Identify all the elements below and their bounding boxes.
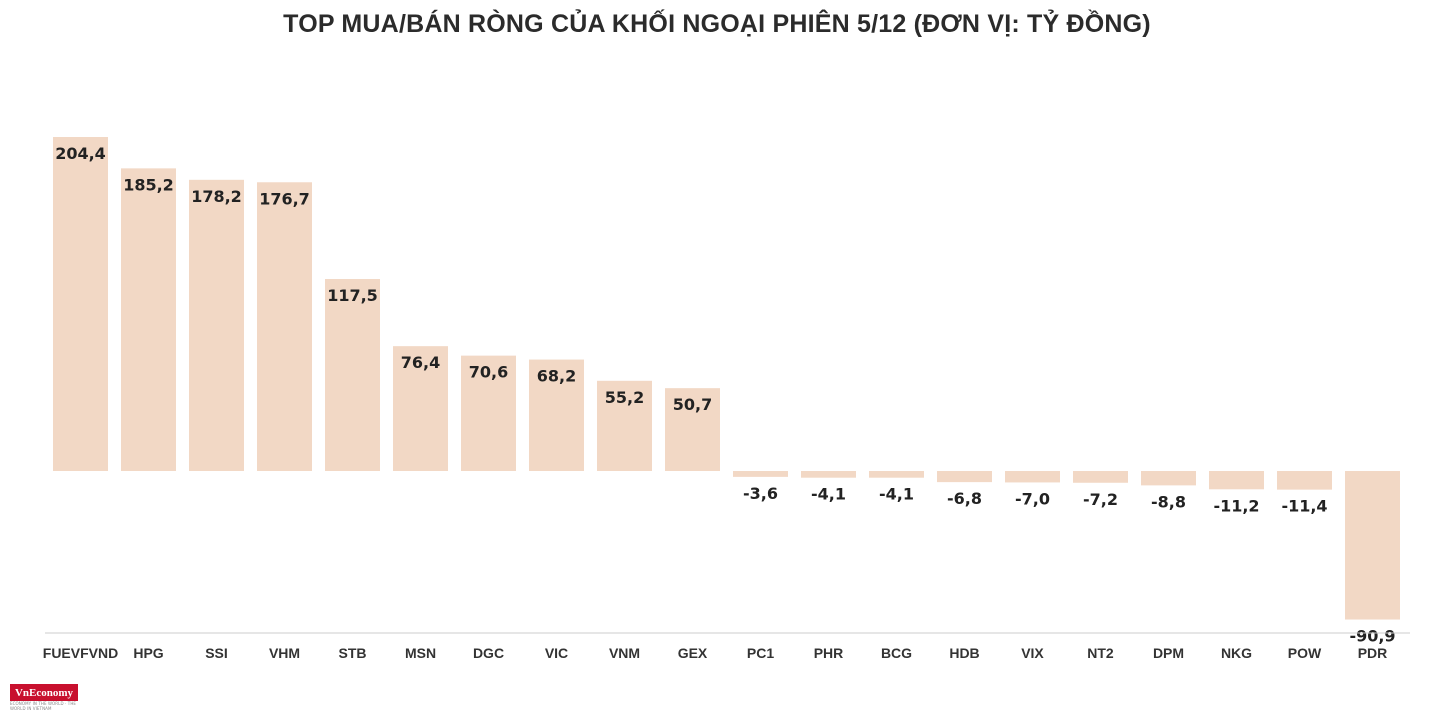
bar-nt2	[1073, 471, 1128, 483]
value-label-pow: -11,4	[1281, 497, 1327, 516]
bar-vix	[1005, 471, 1060, 483]
bar-dgc	[461, 355, 516, 471]
chart-title: TOP MUA/BÁN RÒNG CỦA KHỐI NGOẠI PHIÊN 5/…	[283, 10, 1151, 38]
value-label-ssi: 178,2	[191, 187, 242, 206]
bar-phr	[801, 471, 856, 478]
category-label-vic: VIC	[545, 645, 568, 661]
category-label-hpg: HPG	[133, 645, 163, 661]
category-label-pdr: PDR	[1358, 645, 1388, 661]
category-label-phr: PHR	[814, 645, 844, 661]
category-label-fuevfvnd: FUEVFVND	[43, 645, 118, 661]
value-label-phr: -4,1	[811, 485, 846, 504]
bar-pow	[1277, 471, 1332, 490]
category-label-stb: STB	[339, 645, 367, 661]
bar-gex	[665, 388, 720, 471]
logo-wordmark: VnEconomy	[10, 684, 78, 701]
value-label-pdr: -90,9	[1349, 627, 1395, 646]
category-label-dpm: DPM	[1153, 645, 1184, 661]
value-label-stb: 117,5	[327, 286, 378, 305]
category-label-vix: VIX	[1021, 645, 1044, 661]
value-label-nkg: -11,2	[1213, 496, 1259, 515]
value-label-pc1: -3,6	[743, 484, 778, 503]
value-label-dgc: 70,6	[469, 363, 508, 382]
bar-pdr	[1345, 471, 1400, 620]
logo-tagline: ECONOMY IN THE WORLD · THE WORLD IN VIET…	[10, 701, 77, 711]
bars-group	[53, 137, 1400, 620]
bar-hpg	[121, 168, 176, 471]
bar-vic	[529, 359, 584, 471]
value-label-bcg: -4,1	[879, 485, 914, 504]
bar-stb	[325, 278, 380, 471]
category-label-vhm: VHM	[269, 645, 300, 661]
bar-msn	[393, 346, 448, 471]
bar-pc1	[733, 471, 788, 477]
category-label-gex: GEX	[678, 645, 708, 661]
bar-nkg	[1209, 471, 1264, 490]
bar-bcg	[869, 471, 924, 478]
bar-vhm	[257, 182, 312, 471]
bar-hdb	[937, 471, 992, 483]
vneconomy-logo: VnEconomy ECONOMY IN THE WORLD · THE WOR…	[10, 684, 78, 711]
category-label-nkg: NKG	[1221, 645, 1252, 661]
value-label-nt2: -7,2	[1083, 490, 1118, 509]
bar-dpm	[1141, 471, 1196, 486]
value-label-gex: 50,7	[673, 395, 712, 414]
value-label-vhm: 176,7	[259, 189, 310, 208]
value-label-hdb: -6,8	[947, 489, 982, 508]
value-label-vnm: 55,2	[605, 388, 644, 407]
category-labels-group: FUEVFVND HPG SSI VHM STB MSN DGC VIC VNM GEX PC1 PH…	[43, 632, 1410, 661]
category-label-msn: MSN	[405, 645, 436, 661]
category-label-vnm: VNM	[609, 645, 640, 661]
bar-ssi	[189, 179, 244, 471]
category-label-pc1: PC1	[747, 645, 774, 661]
bar-vnm	[597, 380, 652, 471]
category-label-pow: POW	[1288, 645, 1322, 661]
category-label-hdb: HDB	[949, 645, 979, 661]
bar-fuevfvnd	[53, 137, 108, 471]
value-label-fuevfvnd: 204,4	[55, 144, 106, 163]
category-label-ssi: SSI	[205, 645, 228, 661]
category-label-dgc: DGC	[473, 645, 504, 661]
value-label-hpg: 185,2	[123, 175, 174, 194]
value-label-dpm: -8,8	[1151, 492, 1186, 511]
value-label-vic: 68,2	[537, 367, 576, 386]
category-label-bcg: BCG	[881, 645, 912, 661]
value-labels-group: 204,4 185,2 178,2 176,7 117,5 76,4 70,6 68,2 55,…	[55, 144, 1395, 646]
value-label-vix: -7,0	[1015, 489, 1050, 508]
category-label-nt2: NT2	[1087, 645, 1114, 661]
value-label-msn: 76,4	[401, 353, 440, 372]
